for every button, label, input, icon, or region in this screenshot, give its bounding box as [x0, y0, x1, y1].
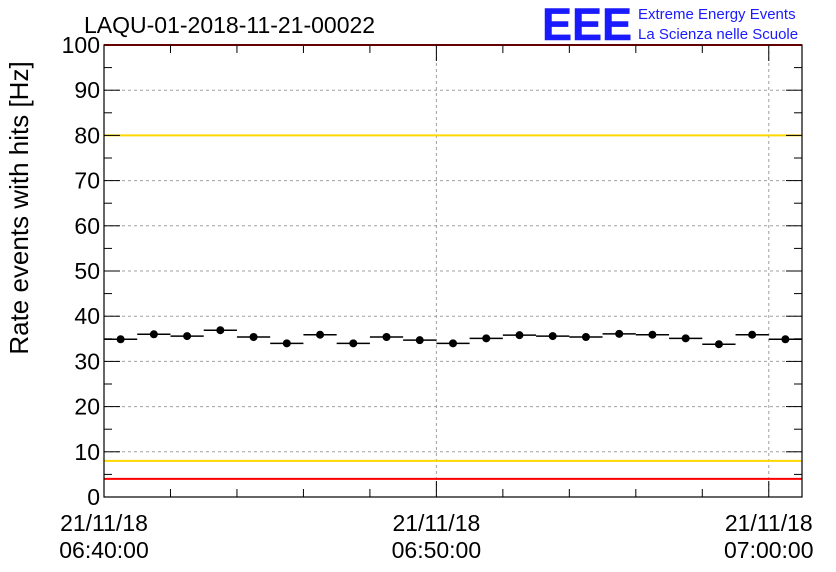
data-point — [183, 332, 192, 341]
data-point — [415, 336, 424, 345]
x-tick-date-label: 21/11/18 — [60, 510, 148, 536]
data-points — [104, 326, 802, 349]
data-point — [515, 331, 524, 340]
y-axis-label: Rate events with hits [Hz] — [4, 61, 34, 354]
data-point — [382, 332, 391, 341]
threshold-lines — [104, 44, 802, 480]
data-point — [316, 330, 325, 339]
x-tick-time-label: 07:00:00 — [724, 537, 814, 563]
data-point — [449, 339, 457, 348]
eee-logo-line1: Extreme Energy Events — [638, 6, 796, 23]
data-point — [249, 332, 258, 341]
data-point — [116, 335, 125, 344]
data-point — [748, 330, 757, 339]
y-tick-label: 50 — [74, 258, 100, 284]
eee-logo-text: EEE — [542, 0, 632, 50]
data-point — [482, 334, 491, 343]
y-tick-label: 30 — [74, 348, 100, 374]
eee-logo-line2: La Scienza nelle Scuole — [638, 26, 798, 43]
y-tick-label: 60 — [74, 213, 100, 239]
y-tick-label: 40 — [74, 303, 100, 329]
run-title: LAQU-01-2018-11-21-00022 — [84, 12, 375, 38]
data-point — [216, 326, 225, 335]
grid-lines — [103, 45, 802, 497]
data-point — [282, 339, 291, 348]
data-point — [648, 330, 657, 339]
data-point — [149, 330, 158, 339]
x-tick-date-label: 21/11/18 — [392, 510, 480, 536]
y-tick-label: 100 — [62, 32, 100, 58]
y-tick-label: 70 — [74, 168, 100, 194]
data-point — [714, 340, 723, 349]
data-point — [681, 334, 690, 343]
data-point — [349, 339, 358, 348]
data-point — [615, 329, 624, 338]
data-point — [548, 332, 557, 341]
x-tick-time-label: 06:40:00 — [59, 537, 149, 563]
y-tick-label: 90 — [74, 77, 100, 103]
x-tick-time-label: 06:50:00 — [392, 537, 482, 563]
x-tick-labels: 21/11/1806:40:0021/11/1806:50:0021/11/18… — [59, 510, 813, 563]
y-tick-label: 10 — [74, 439, 100, 465]
x-tick-date-label: 21/11/18 — [725, 510, 813, 536]
y-tick-label: 20 — [74, 394, 100, 420]
eee-logo: EEE Extreme Energy Events La Scienza nel… — [542, 0, 798, 50]
data-point — [581, 332, 590, 341]
y-tick-labels: 0 10 20 30 40 50 60 70 80 90 100 — [62, 32, 100, 510]
data-point — [781, 335, 790, 344]
axis-ticks — [103, 44, 802, 498]
y-tick-label: 80 — [74, 122, 100, 148]
y-tick-label: 0 — [87, 484, 100, 510]
